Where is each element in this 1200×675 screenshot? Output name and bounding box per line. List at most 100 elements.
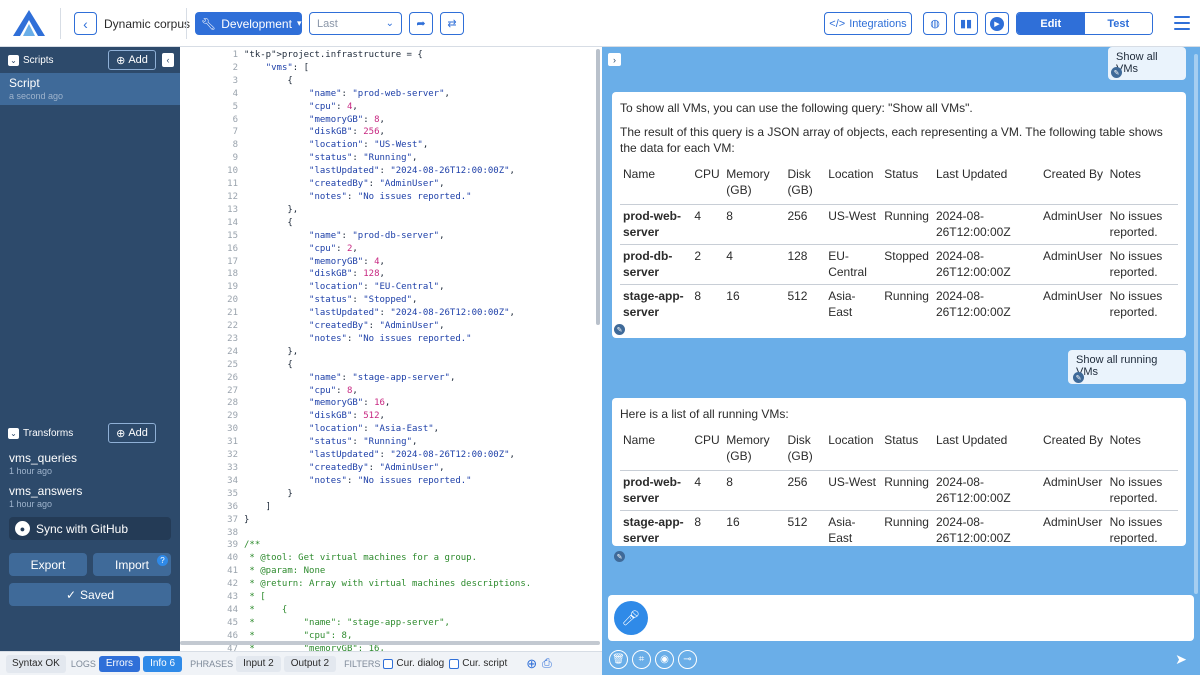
add-phrase-icon[interactable]: ⊕	[526, 655, 538, 671]
code-line[interactable]: 12 "notes": "No issues reported."	[180, 191, 531, 204]
export-button[interactable]: Export	[9, 553, 87, 576]
code-line[interactable]: 38	[180, 527, 531, 540]
code-line[interactable]: 29 "diskGB": 512,	[180, 410, 531, 423]
add-transform-button[interactable]: ⊕ Add	[108, 423, 156, 443]
code-line[interactable]: 23 "notes": "No issues reported."	[180, 333, 531, 346]
code-editor[interactable]: 1 "tk-p">project.infrastructure = {2 "vms…	[180, 47, 602, 651]
code-line[interactable]: 18 "diskGB": 128,	[180, 268, 531, 281]
tab-edit[interactable]: Edit	[1017, 13, 1085, 34]
input-phrases-button[interactable]: Input 2	[236, 655, 281, 672]
message-meta-icon[interactable]: ✎	[1073, 372, 1084, 383]
import-button[interactable]: Import	[93, 553, 171, 576]
filter-current-script[interactable]: Cur. script	[449, 658, 507, 669]
checkbox[interactable]	[449, 658, 460, 669]
code-line[interactable]: 17 "memoryGB": 4,	[180, 256, 531, 269]
code-line[interactable]: 14 {	[180, 217, 531, 230]
code-line[interactable]: 27 "cpu": 8,	[180, 385, 531, 398]
code-line[interactable]: 33 "createdBy": "AdminUser",	[180, 462, 531, 475]
microphone-icon[interactable]: 🎤︎	[614, 601, 648, 635]
deploy-button[interactable]: ➦	[409, 12, 433, 35]
key-icon[interactable]: ⊸	[678, 650, 697, 669]
code-line[interactable]: 11 "createdBy": "AdminUser",	[180, 178, 531, 191]
message-meta-icon[interactable]: ✎	[614, 324, 625, 335]
code-line[interactable]: 7 "diskGB": 256,	[180, 126, 531, 139]
script-item[interactable]: Script a second ago	[0, 73, 180, 105]
code-line[interactable]: 44 * {	[180, 604, 531, 617]
import-help-badge[interactable]: ?	[157, 555, 168, 566]
menu-icon[interactable]	[1174, 16, 1190, 30]
transform-item[interactable]: vms_queries 1 hour ago	[0, 449, 180, 479]
trash-icon[interactable]: 🗑︎	[609, 650, 628, 669]
code-line[interactable]: 4 "name": "prod-web-server",	[180, 88, 531, 101]
transforms-section-header[interactable]: ⌄ Transforms	[0, 420, 180, 446]
editor-horizontal-scrollbar[interactable]	[180, 641, 600, 645]
code-line[interactable]: 36 ]	[180, 501, 531, 514]
errors-button[interactable]: Errors	[98, 655, 141, 672]
back-button[interactable]: ‹	[74, 12, 97, 35]
code-line[interactable]: 34 "notes": "No issues reported."	[180, 475, 531, 488]
chat-input[interactable]	[608, 595, 1194, 641]
app-logo-icon[interactable]	[12, 9, 46, 37]
scripts-section-header[interactable]: ⌄ Scripts	[0, 47, 180, 73]
code-line[interactable]: 24 },	[180, 346, 531, 359]
code-line[interactable]: 35 }	[180, 488, 531, 501]
code-line[interactable]: 42 * @return: Array with virtual machine…	[180, 578, 531, 591]
code-line[interactable]: 37}	[180, 514, 531, 527]
send-icon[interactable]: ➤	[1175, 650, 1187, 667]
code-line[interactable]: 13 },	[180, 204, 531, 217]
code-lines[interactable]: 1 "tk-p">project.infrastructure = {2 "vms…	[180, 49, 531, 651]
code-line[interactable]: 22 "createdBy": "AdminUser",	[180, 320, 531, 333]
output-phrases-button[interactable]: Output 2	[283, 655, 337, 672]
code-line[interactable]: 40 * @tool: Get virtual machines for a g…	[180, 552, 531, 565]
saved-button[interactable]: ✓ Saved	[9, 583, 171, 606]
code-line[interactable]: 31 "status": "Running",	[180, 436, 531, 449]
code-line[interactable]: 30 "location": "Asia-East",	[180, 423, 531, 436]
screenshot-icon[interactable]: ⌗	[632, 650, 651, 669]
analytics-button[interactable]: ▮▮	[954, 12, 978, 35]
environment-dropdown[interactable]: 🔧︎ Development ▾	[195, 12, 302, 35]
expand-panel-icon[interactable]: ›	[608, 53, 621, 66]
code-line[interactable]: 45 * "name": "stage-app-server",	[180, 617, 531, 630]
code-line[interactable]: 28 "memoryGB": 16,	[180, 397, 531, 410]
code-line[interactable]: 32 "lastUpdated": "2024-08-26T12:00:00Z"…	[180, 449, 531, 462]
code-line[interactable]: 3 {	[180, 75, 531, 88]
eye-icon[interactable]: ◉	[655, 650, 674, 669]
chat-scrollbar[interactable]	[1194, 54, 1198, 594]
code-line[interactable]: 21 "lastUpdated": "2024-08-26T12:00:00Z"…	[180, 307, 531, 320]
translate-button[interactable]: ⇄	[440, 12, 464, 35]
transform-item[interactable]: vms_answers 1 hour ago	[0, 482, 180, 512]
editor-scrollbar[interactable]	[596, 49, 600, 325]
export-phrases-icon[interactable]: ⎙	[542, 656, 552, 670]
globe-button[interactable]: ◍	[923, 12, 947, 35]
add-script-button[interactable]: ⊕ Add	[108, 50, 156, 70]
code-line[interactable]: 1 "tk-p">project.infrastructure = {	[180, 49, 531, 62]
code-line[interactable]: 9 "status": "Running",	[180, 152, 531, 165]
collapse-sidebar-icon[interactable]: ‹	[162, 53, 174, 67]
code-line[interactable]: 46 * "cpu": 8,	[180, 630, 531, 643]
code-line[interactable]: 43 * [	[180, 591, 531, 604]
code-line[interactable]: 10 "lastUpdated": "2024-08-26T12:00:00Z"…	[180, 165, 531, 178]
code-line[interactable]: 2 "vms": [	[180, 62, 531, 75]
code-line[interactable]: 20 "status": "Stopped",	[180, 294, 531, 307]
checkbox[interactable]	[383, 658, 394, 669]
code-line[interactable]: 19 "location": "EU-Central",	[180, 281, 531, 294]
integrations-button[interactable]: </> Integrations	[824, 12, 912, 35]
code-line[interactable]: 41 * @param: None	[180, 565, 531, 578]
syntax-status[interactable]: Syntax OK	[6, 654, 66, 673]
code-line[interactable]: 25 {	[180, 359, 531, 372]
sync-github-button[interactable]: ● Sync with GitHub	[9, 517, 171, 540]
tab-test[interactable]: Test	[1084, 13, 1152, 34]
code-line[interactable]: 47 * "memoryGB": 16,	[180, 643, 531, 651]
play-button[interactable]: ▶	[985, 12, 1009, 35]
code-line[interactable]: 39/**	[180, 539, 531, 552]
info-button[interactable]: Info 6	[143, 655, 183, 672]
code-line[interactable]: 26 "name": "stage-app-server",	[180, 372, 531, 385]
version-select[interactable]: Last ⌄	[309, 12, 402, 35]
code-line[interactable]: 16 "cpu": 2,	[180, 243, 531, 256]
code-line[interactable]: 6 "memoryGB": 8,	[180, 114, 531, 127]
message-meta-icon[interactable]: ✎	[1111, 67, 1122, 78]
code-line[interactable]: 8 "location": "US-West",	[180, 139, 531, 152]
code-line[interactable]: 15 "name": "prod-db-server",	[180, 230, 531, 243]
code-line[interactable]: 5 "cpu": 4,	[180, 101, 531, 114]
message-meta-icon[interactable]: ✎	[614, 551, 625, 562]
